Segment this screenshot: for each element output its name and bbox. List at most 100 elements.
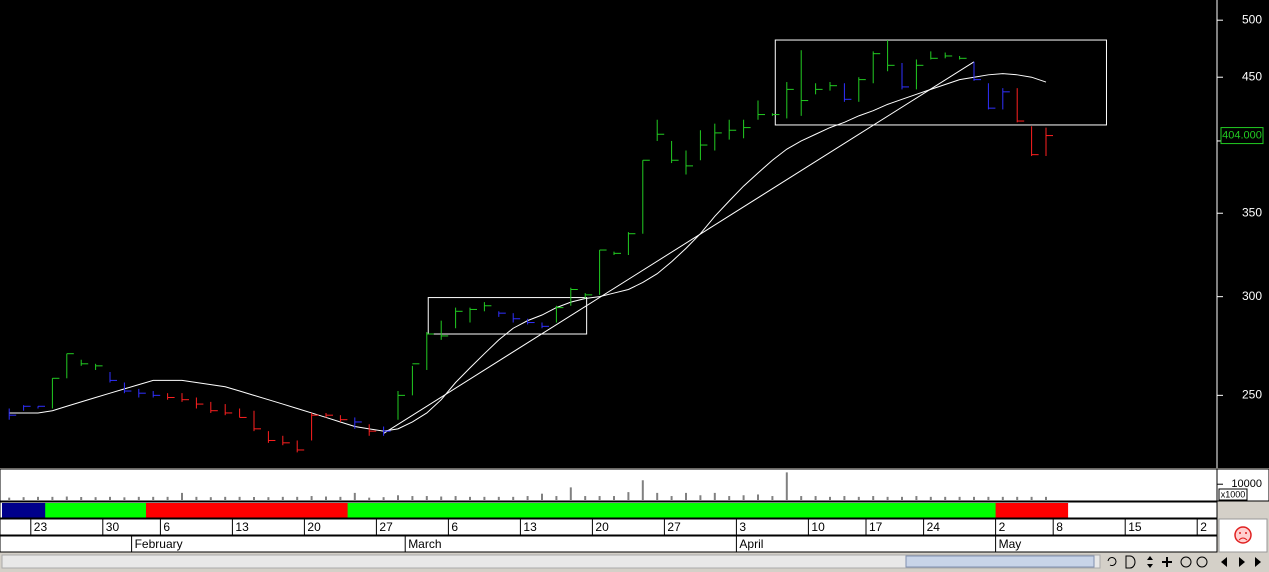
volume-bar [627,492,630,500]
volume-bar [440,496,443,500]
trend-cell [419,503,435,518]
trend-cell [376,503,392,518]
volume-panel [0,468,1269,502]
trend-cell [347,503,363,518]
tool-zoom-in[interactable] [1196,556,1208,568]
volume-bar [382,497,385,500]
x-tick-label: 15 [1128,520,1142,534]
trend-cell [218,503,233,518]
month-row [0,535,1218,553]
trend-cell [88,503,104,518]
trend-cell [909,503,925,518]
volume-bar [253,497,255,500]
y-tick-label: 250 [1242,388,1262,402]
trend-cell [506,503,521,518]
volume-bar [339,496,342,500]
tool-vzoom[interactable] [1147,556,1153,568]
trend-cell [520,503,536,518]
trend-cell [304,503,320,518]
x-tick-label: 2 [999,520,1006,534]
volume-bar [973,496,975,500]
trend-cell [621,503,637,518]
status-icon-eye [1239,532,1241,534]
volume-bar [397,495,399,500]
trend-cell [117,503,133,518]
volume-bar [497,496,500,500]
tool-move[interactable] [1162,557,1172,567]
volume-bar [281,496,284,500]
x-tick-label: 30 [106,520,120,534]
trend-cell [938,503,953,518]
trend-cell [16,503,32,518]
trend-cell [650,503,665,518]
volume-bar [209,497,212,500]
x-tick-label: 6 [451,520,458,534]
y-tick-label: 450 [1242,69,1262,83]
volume-bar [598,496,601,500]
month-label: February [135,537,183,551]
month-label: April [739,537,763,551]
volume-bar [296,496,299,500]
volume-bar [613,496,615,500]
trend-cell [174,503,190,518]
trendline [383,61,975,434]
tool-play[interactable] [1255,557,1261,567]
volume-bar [454,496,457,500]
volume-bar [469,496,471,500]
trend-cell [822,503,838,518]
volume-bar [915,496,918,500]
volume-bar [224,496,227,500]
month-label: May [999,537,1022,551]
tool-next[interactable] [1239,557,1245,567]
trend-cell [290,503,305,518]
volume-bar [901,496,903,500]
tool-refresh[interactable] [1107,557,1117,566]
tool-zoom-out[interactable] [1180,556,1192,568]
volume-bar [353,492,356,500]
volume-bar [512,496,515,500]
status-icon-eye [1245,532,1247,534]
volume-bar [1030,496,1033,500]
x-tick-label: 27 [379,520,393,534]
trend-cell [923,503,939,518]
trend-cell [765,503,781,518]
trend-cell [434,503,449,518]
x-tick-label: 20 [307,520,321,534]
annotation-box [774,39,1107,126]
trend-cell [750,503,766,518]
volume-bar [872,496,875,500]
volume-bar [425,496,428,500]
trend-cell [203,503,219,518]
last-price-box [1220,127,1264,145]
volume-bar [310,496,313,500]
volume-bar [886,496,889,500]
trend-cell [390,503,406,518]
volume-bar [857,496,860,500]
volume-bar [526,496,529,500]
trend-cell [405,503,421,518]
trend-cell [606,503,622,518]
volume-bar [785,472,788,500]
tool-d[interactable] [1125,555,1136,569]
volume-bar [699,495,702,500]
trend-cell [462,503,478,518]
scrollbar[interactable] [1,554,1101,569]
trend-cell [563,503,579,518]
trend-cell [578,503,593,518]
volume-bar [569,487,572,500]
tool-prev[interactable] [1221,557,1227,567]
volume-bar [65,496,68,500]
volume-bar [800,496,803,500]
trend-cell [146,503,161,518]
volume-bar [51,496,54,500]
trend-cell [880,503,896,518]
volume-bar [929,496,932,500]
volume-bar [958,496,961,500]
trend-cell [1,503,17,518]
trend-cell [1038,503,1054,518]
volume-bar [181,492,183,500]
volume-bar [541,493,543,500]
x-tick-label: 23 [34,520,48,534]
scroll-thumb[interactable] [905,555,1095,568]
